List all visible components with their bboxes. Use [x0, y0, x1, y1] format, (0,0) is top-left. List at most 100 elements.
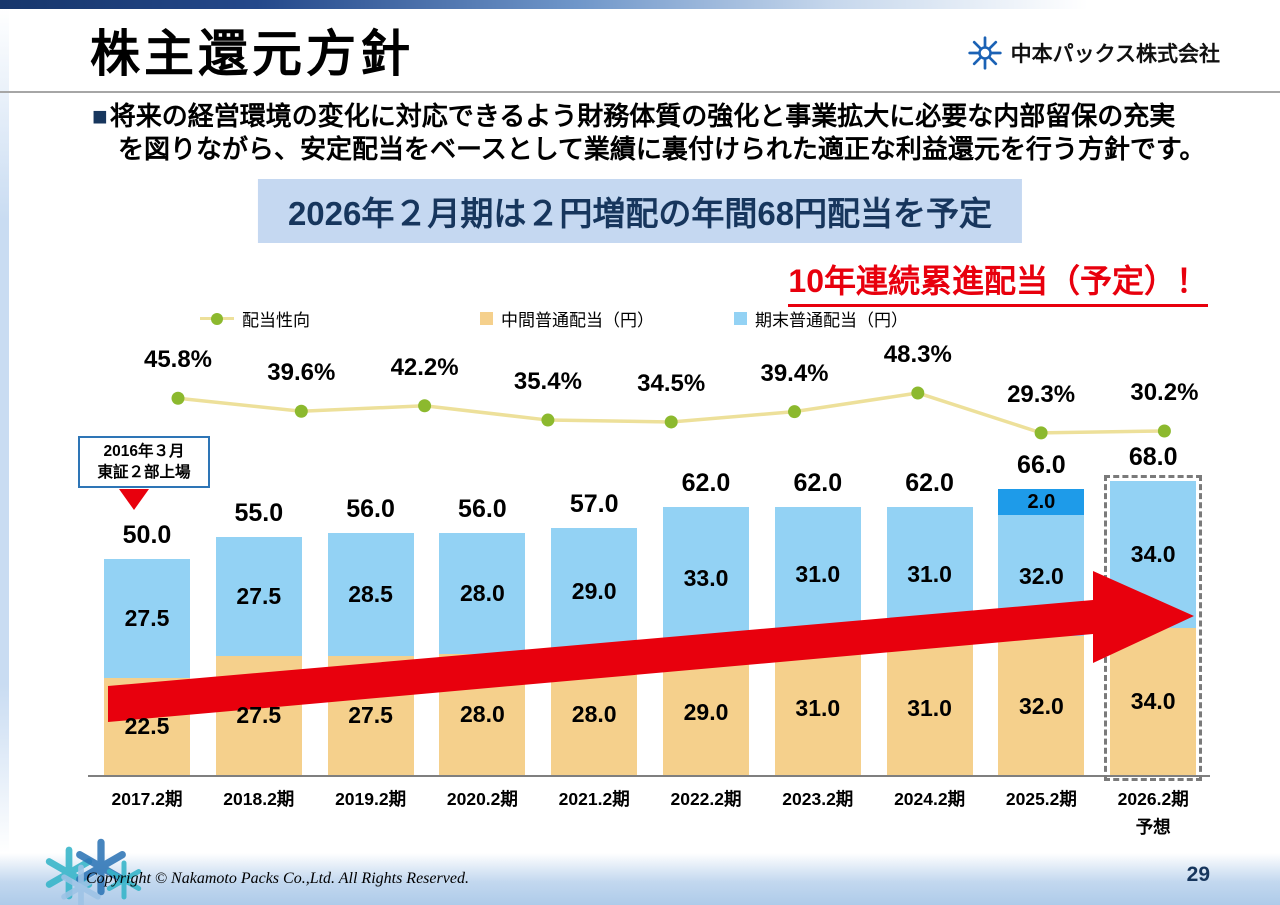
growth-arrow-shape: [108, 571, 1194, 722]
bar-segment-yearend: [104, 558, 190, 678]
bar-segment-interim: [663, 649, 749, 775]
x-axis-line: [88, 775, 1210, 777]
x-axis-label: 2022.2期: [670, 789, 742, 809]
bar-segment-yearend: [327, 532, 414, 656]
snowflake-logo-icon: [967, 36, 1002, 70]
bar-total-label: 62.0: [905, 468, 954, 497]
bar-value-interim: 28.0: [460, 701, 505, 728]
footer-flower-decoration: [42, 838, 172, 905]
payout-line-icon: [200, 312, 234, 325]
snowflake-light-icon: [61, 864, 101, 905]
payout-ratio-dot: [171, 391, 185, 405]
legend-payout-ratio: 配当性向: [200, 306, 310, 331]
bar-segment-interim: [886, 640, 973, 775]
bar-value-interim: 34.0: [1130, 688, 1176, 715]
forecast-note: 予想: [1135, 817, 1171, 837]
payout-ratio-dot: [418, 399, 432, 413]
x-axis-label: 2023.2期: [782, 789, 854, 809]
bar-value-yearend: 28.5: [348, 581, 393, 608]
bar-total-label: 68.0: [1128, 442, 1178, 471]
x-axis-label: 2021.2期: [558, 789, 630, 809]
callout-pointer-icon: [119, 489, 149, 510]
company-logo: 中本パックス株式会社: [967, 36, 1220, 70]
policy-statement: ■将来の経営環境の変化に対応できるよう財務体質の強化と事業拡大に必要な内部留保の…: [92, 100, 1205, 166]
x-axis-label: 2025.2期: [1005, 789, 1077, 809]
bar-segment-yearend: [886, 506, 973, 641]
payout-ratio-label: 48.3%: [883, 340, 952, 368]
tse-listing-callout: 2016年３月 東証２部上場: [78, 436, 210, 488]
bullet-square-icon: ■: [92, 101, 108, 131]
payout-ratio-label: 39.6%: [267, 359, 336, 387]
bar-value-interim: 32.0: [1019, 692, 1064, 719]
dividend-plan-banner: 2026年２月期は２円増配の年間68円配当を予定: [257, 179, 1023, 243]
bar-value-yearend: 31.0: [795, 560, 841, 587]
bar-value-yearend: 32.0: [1019, 562, 1064, 589]
payout-ratio-label: 34.5%: [637, 369, 706, 397]
bar-value-yearend: 28.0: [460, 580, 505, 607]
bar-value-interim: 31.0: [795, 694, 841, 721]
bar-segment-yearend: [1110, 480, 1197, 628]
bar-segment-interim: [215, 655, 302, 775]
page-number: 29: [1186, 863, 1210, 886]
policy-text-2: を図りながら、安定配当をベースとして業績に裏付けられた適正な利益還元を行う方針で…: [118, 134, 1206, 164]
bar-value-yearend: 33.0: [683, 564, 729, 591]
top-gradient-band: [0, 0, 1280, 9]
bar-value-special: 2.0: [1027, 491, 1056, 514]
x-axis-label: 2017.2期: [111, 789, 183, 809]
left-accent-strip: [0, 9, 9, 853]
bar-segment-interim: [1110, 627, 1197, 775]
payout-dot-icon: [211, 312, 223, 325]
payout-ratio-label: 45.8%: [143, 346, 213, 374]
bar-segment-yearend: [998, 515, 1085, 637]
policy-line-2: を図りながら、安定配当をベースとして業績に裏付けられた適正な利益還元を行う方針で…: [92, 133, 1205, 166]
bar-total-label: 55.0: [234, 498, 284, 527]
x-axis-label: 2024.2期: [894, 789, 966, 809]
payout-ratio-dot: [1157, 424, 1171, 438]
bar-segment-interim: [327, 655, 414, 775]
policy-text-1: 将来の経営環境の変化に対応できるよう財務体質の強化と事業拡大に必要な内部留保の充…: [109, 101, 1176, 131]
payout-ratio-label: 35.4%: [513, 368, 582, 396]
bar-value-yearend: 31.0: [907, 560, 952, 587]
legend-interim-label: 中間普通配当（円）: [501, 311, 654, 330]
bar-value-interim: 22.5: [124, 713, 170, 740]
bar-segment-yearend: [663, 506, 749, 650]
bar-segment-interim: [551, 653, 638, 775]
payout-ratio-label: 42.2%: [390, 353, 459, 381]
payout-ratio-dot: [294, 404, 308, 418]
bar-segment-interim: [774, 640, 861, 775]
bar-segment-interim: [439, 653, 526, 775]
x-axis-label: 2026.2期: [1117, 789, 1189, 809]
payout-ratio-dot: [664, 415, 678, 429]
bar-total-label: 56.0: [458, 494, 507, 523]
bar-total-label: 57.0: [569, 490, 619, 519]
bar-segment-yearend: [215, 536, 302, 656]
bar-value-yearend: 29.0: [571, 577, 617, 604]
x-axis-label: 2020.2期: [446, 789, 518, 809]
page-title: 株主還元方針: [90, 26, 414, 82]
legend-yearend-dividend: 期末普通配当（円）: [734, 306, 908, 331]
bar-segment-interim: [998, 636, 1085, 775]
snowflake-teal-small-icon: [106, 860, 142, 900]
slide-footer: Copyright © Nakamoto Packs Co.,Ltd. All …: [0, 838, 1280, 905]
bar-total-label: 66.0: [1017, 451, 1066, 480]
policy-line-1: ■将来の経営環境の変化に対応できるよう財務体質の強化と事業拡大に必要な内部留保の…: [92, 100, 1205, 133]
bar-segment-yearend: [551, 528, 638, 654]
company-name: 中本パックス株式会社: [1010, 43, 1220, 66]
interim-swatch-icon: [480, 312, 493, 325]
bar-value-interim: 28.0: [571, 701, 617, 728]
payout-ratio-dot: [911, 386, 925, 400]
bar-value-yearend: 27.5: [124, 605, 170, 632]
bar-total-label: 62.0: [681, 468, 731, 497]
bar-segment-interim: [104, 677, 190, 775]
payout-ratio-label: 29.3%: [1007, 380, 1076, 408]
bar-value-yearend: 27.5: [236, 583, 282, 610]
header-divider: [0, 91, 1280, 93]
copyright-text: Copyright © Nakamoto Packs Co.,Ltd. All …: [86, 870, 469, 887]
yearend-swatch-icon: [734, 312, 747, 325]
payout-ratio-dot: [1034, 426, 1048, 440]
bar-total-label: 56.0: [346, 494, 395, 523]
bar-value-interim: 29.0: [683, 699, 729, 726]
x-axis-label: 2019.2期: [335, 789, 407, 809]
legend-interim-dividend: 中間普通配当（円）: [480, 306, 654, 331]
